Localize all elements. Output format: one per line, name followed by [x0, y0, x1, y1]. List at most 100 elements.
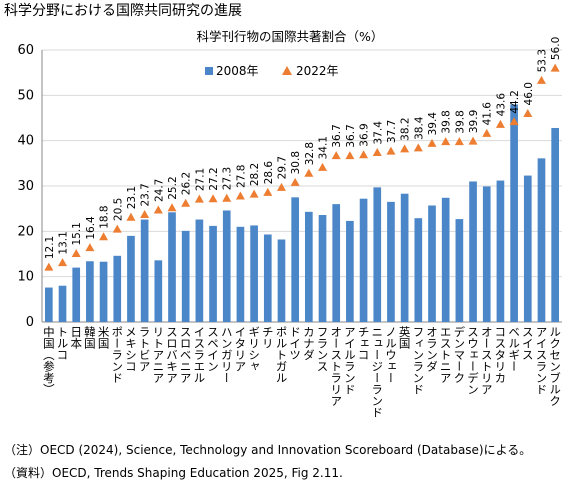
x-tick-label: スペイン: [206, 326, 220, 372]
value-label: 39.8: [454, 110, 466, 133]
x-tick-label: オーストラリア: [329, 326, 343, 407]
x-tick-label: 中国（参考）: [42, 326, 56, 395]
bar: [58, 285, 67, 322]
note: （資料）OECD, Trends Shaping Education 2025,…: [4, 466, 343, 480]
bar: [414, 218, 423, 322]
legend-label: 2008年: [216, 64, 259, 78]
x-tick-label: エストニア: [439, 326, 453, 384]
marker: [249, 189, 259, 198]
value-label: 28.6: [263, 161, 275, 185]
value-label: 56.0: [550, 37, 562, 60]
y-tick-label: 0: [26, 315, 34, 330]
marker: [482, 128, 492, 137]
chart-subtitle: 科学刊行物の国際共著割合（%）: [197, 29, 384, 44]
x-tick-label: コスタリカ: [493, 326, 507, 384]
value-label: 27.8: [235, 165, 247, 188]
y-tick-label: 60: [17, 43, 34, 58]
bar: [318, 215, 327, 322]
x-tick-label: チリ: [261, 326, 275, 349]
x-tick-label: ノルウェー: [384, 326, 398, 384]
bar: [250, 225, 258, 322]
value-label: 36.7: [345, 124, 357, 147]
bar: [305, 211, 313, 322]
value-label: 26.2: [181, 172, 193, 195]
value-label: 37.4: [372, 121, 384, 145]
x-tick-label: 英国: [398, 325, 412, 350]
bar: [332, 204, 341, 322]
bar: [400, 193, 409, 322]
marker: [222, 193, 232, 202]
x-tick-label: デンマーク: [452, 325, 466, 383]
marker: [276, 182, 286, 191]
x-tick-label: フィンランド: [411, 326, 425, 395]
value-label: 30.8: [290, 151, 302, 174]
x-tick-label: 韓国: [83, 326, 97, 350]
bar: [99, 261, 108, 322]
marker: [386, 146, 396, 155]
value-label: 53.3: [536, 49, 548, 72]
marker: [331, 151, 341, 160]
marker: [468, 136, 478, 145]
value-label: 12.1: [44, 236, 56, 259]
bar: [236, 226, 245, 322]
x-tick-label: イタリア: [233, 326, 247, 372]
x-tick-label: アイルランド: [343, 326, 357, 395]
x-tick-label: スウェーデン: [466, 326, 480, 395]
marker: [99, 232, 109, 241]
marker: [235, 191, 245, 200]
marker: [126, 212, 136, 221]
marker: [318, 162, 328, 171]
bar: [359, 198, 368, 322]
bar: [45, 287, 53, 322]
x-tick-label: スロバキア: [165, 326, 179, 384]
bar: [181, 230, 190, 322]
legend-label: 2022年: [296, 64, 339, 78]
bar: [496, 180, 505, 322]
marker: [208, 194, 218, 203]
bar: [482, 186, 491, 322]
marker: [263, 187, 273, 196]
x-tick-label: 米国: [97, 326, 111, 350]
x-tick-label: ラトビア: [138, 326, 152, 372]
value-label: 27.3: [222, 167, 234, 190]
value-label: 38.4: [413, 116, 425, 140]
value-label: 39.8: [441, 110, 453, 133]
x-tick-label: リトアニア: [151, 326, 165, 384]
x-tick-label: ニュージーランド: [370, 326, 384, 418]
marker: [427, 138, 437, 147]
x-tick-label: アイスランド: [534, 326, 548, 395]
y-tick-label: 20: [17, 224, 34, 239]
value-label: 39.4: [427, 112, 439, 136]
x-tick-label: 日本: [69, 326, 83, 350]
bar: [291, 197, 299, 322]
value-label: 38.2: [400, 117, 412, 140]
value-label: 44.2: [509, 90, 521, 113]
bar: [222, 210, 231, 322]
bar: [537, 158, 546, 322]
marker: [454, 137, 464, 146]
bar: [373, 187, 382, 322]
bar: [263, 234, 272, 322]
bar: [523, 175, 532, 322]
bar: [277, 239, 286, 322]
bar: [469, 181, 477, 322]
y-tick-label: 50: [17, 88, 34, 103]
value-label: 46.0: [523, 82, 535, 105]
marker: [58, 258, 68, 267]
x-tick-label: ポーランド: [110, 326, 124, 384]
bar: [428, 205, 436, 322]
bar: [72, 267, 81, 322]
x-tick-label: ドイツ: [288, 326, 302, 361]
x-tick-label: スロベニア: [179, 326, 193, 384]
bar: [195, 219, 204, 322]
value-label: 27.2: [208, 167, 220, 190]
value-label: 15.1: [71, 222, 83, 245]
marker: [85, 243, 95, 252]
value-label: 41.6: [482, 102, 494, 126]
bar: [551, 127, 559, 323]
y-tick-label: 30: [17, 179, 34, 194]
x-tick-label: フランス: [316, 326, 330, 372]
value-label: 20.5: [112, 198, 124, 221]
chart-title: 科学分野における国際共同研究の進展: [4, 3, 242, 19]
